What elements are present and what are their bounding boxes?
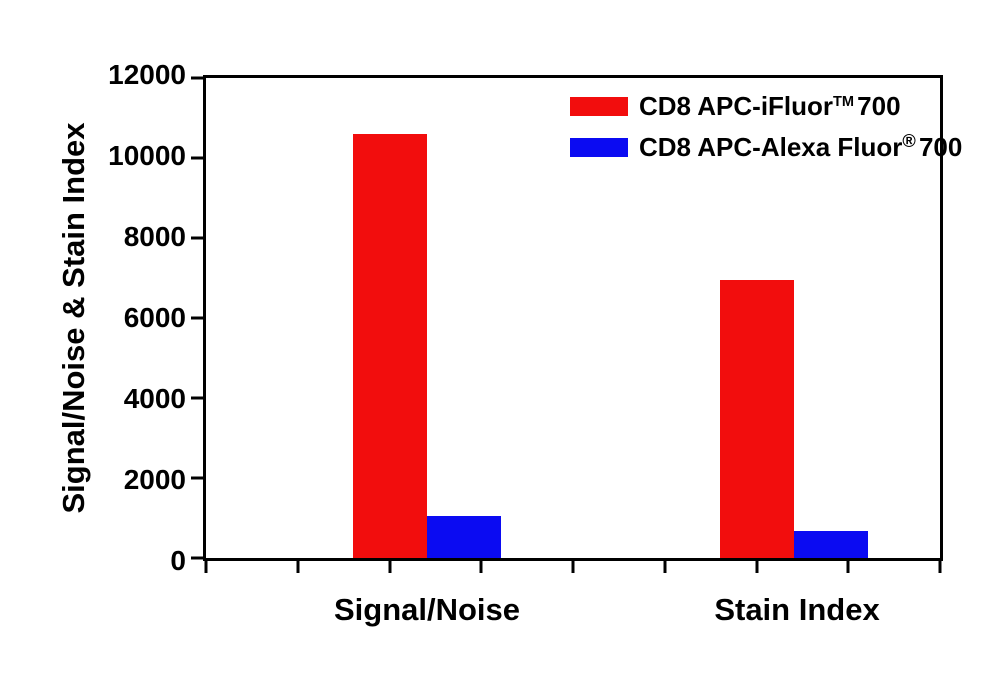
- y-tick-mark: [191, 396, 203, 400]
- x-tick-mark: [663, 561, 667, 573]
- x-category-label-signal-noise: Signal/Noise: [333, 592, 521, 627]
- x-tick-mark: [479, 561, 483, 573]
- y-tick-label: 10000: [108, 140, 186, 171]
- y-tick-label: 6000: [123, 302, 186, 333]
- x-tick-mark: [755, 561, 758, 573]
- bar-ifluor-stain-index: [719, 280, 794, 558]
- x-tick-mark: [846, 561, 850, 573]
- x-tick-mark: [571, 561, 575, 573]
- chart-legend: CD8 APC-iFluorTM 700 CD8 APC-Alexa Fluor®…: [570, 90, 962, 171]
- x-tick-mark: [388, 561, 391, 573]
- y-tick-mark: [191, 476, 203, 480]
- legend-text-suffix: 700: [918, 131, 963, 162]
- y-tick-mark: [191, 316, 203, 320]
- registered-superscript: ®: [902, 130, 916, 151]
- bar-alexa-stain-index: [793, 530, 869, 558]
- x-tick-mark: [938, 561, 942, 573]
- legend-text: CD8 APC-Alexa Fluor: [639, 131, 903, 162]
- legend-item-alexa: CD8 APC-Alexa Fluor® 700: [570, 130, 962, 165]
- bar-alexa-signal-noise: [426, 516, 502, 558]
- y-tick-label: 12000: [108, 59, 186, 90]
- legend-item-ifluor: CD8 APC-iFluorTM 700: [570, 90, 962, 124]
- legend-text: CD8 APC-iFluor: [639, 91, 834, 121]
- legend-swatch-red: [570, 97, 628, 117]
- legend-label-alexa: CD8 APC-Alexa Fluor® 700: [639, 130, 962, 165]
- y-tick-label: 2000: [123, 463, 186, 495]
- bar-ifluor-signal-noise: [352, 134, 427, 558]
- y-tick-label: 8000: [123, 220, 186, 252]
- y-tick-mark: [191, 556, 203, 560]
- y-tick-label: 4000: [123, 383, 186, 414]
- plot-area: CD8 APC-iFluorTM 700 CD8 APC-Alexa Fluor®…: [191, 75, 962, 573]
- y-axis-tick-labels: 12000 10000 8000 6000 4000 2000 0: [0, 61, 186, 575]
- y-tick-mark: [191, 236, 203, 240]
- x-tick-mark: [296, 561, 300, 573]
- x-tick-mark: [204, 561, 208, 573]
- x-category-label-stain-index: Stain Index: [714, 592, 880, 627]
- y-tick-label: 0: [170, 545, 186, 576]
- legend-label-ifluor: CD8 APC-iFluorTM 700: [639, 90, 901, 124]
- y-tick-mark: [191, 156, 203, 160]
- legend-text-suffix: 700: [857, 91, 901, 121]
- y-tick-mark: [191, 76, 203, 80]
- trademark-superscript: TM: [833, 93, 855, 110]
- legend-swatch-blue: [570, 137, 628, 157]
